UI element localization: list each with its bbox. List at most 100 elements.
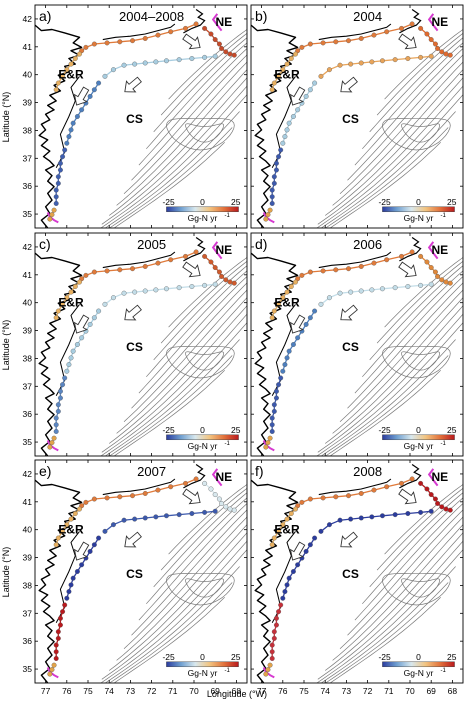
panel-year-f: 2008	[353, 464, 382, 479]
x-tick-label: 71	[384, 686, 394, 696]
flux-dot-er_coast	[288, 284, 294, 289]
panel-frame	[34, 4, 248, 229]
region-label-ne: NE	[431, 470, 448, 484]
panel-content-b: NE E&R CS	[251, 9, 463, 228]
y-tick-label: 41	[23, 497, 33, 507]
flux-dot-ne_shelf	[424, 259, 430, 265]
flux-dot-cs_north	[428, 508, 434, 514]
region-label-ne: NE	[215, 243, 232, 257]
panel-year-a: 2004–2008	[119, 9, 184, 24]
flux-dot-ne_coast	[142, 490, 148, 496]
flux-dot-ne_coast	[384, 484, 390, 490]
flux-dot-cs_north	[405, 284, 411, 289]
flux-dot-er_coast	[271, 80, 277, 86]
flux-dot-south_tip	[47, 671, 53, 677]
er-flux-arrow	[73, 541, 90, 561]
flux-dot-cs_north	[189, 511, 195, 516]
contour-line	[332, 69, 463, 206]
flux-dot-cs_north	[392, 57, 398, 63]
flux-dot-ne_coast	[168, 257, 174, 263]
y-tick-label: 35	[23, 209, 33, 219]
y-tick-label: 40	[23, 70, 33, 80]
flux-dot-cs_south	[62, 375, 68, 381]
flux-dot-ne_shelf	[432, 41, 438, 47]
contour-line	[316, 322, 463, 456]
y-tick-label: 40	[23, 298, 33, 308]
flux-dot-cs_south	[273, 395, 279, 401]
colorbar-unit: Gg-N yr	[188, 441, 218, 451]
flux-dot-er_coast	[77, 279, 82, 285]
flux-dot-ne_shelf	[223, 504, 229, 510]
flux-dot-er_coast	[284, 61, 290, 67]
region-label-cs: CS	[126, 340, 143, 354]
flux-dot-cs_south	[53, 655, 59, 661]
flux-dot-er_coast	[53, 542, 59, 548]
flux-dot-cs_north	[212, 281, 218, 287]
panel-content-f: NE E&R CS	[251, 464, 463, 683]
flux-dot-cs_mid	[64, 368, 70, 374]
flux-dot-cs_south	[269, 415, 275, 421]
contour-loop	[166, 346, 235, 379]
flux-dot-cs_south	[55, 635, 61, 641]
flux-dot-cs_mid	[282, 134, 288, 140]
colorbar-unit-exponent: -1	[224, 441, 230, 447]
flux-dot-cs_south	[53, 187, 59, 193]
contour-line	[146, 497, 247, 605]
flux-dot-cs_south	[60, 382, 66, 388]
flux-dot-ne_shelf	[418, 480, 424, 486]
contour-line	[168, 257, 247, 328]
flux-dot-cs_mid	[87, 548, 93, 554]
y-tick-label: 36	[23, 181, 33, 191]
flux-dot-er_coast	[53, 315, 59, 321]
flux-dot-ne_shelf	[435, 274, 441, 279]
flux-dot-ne_coast	[320, 40, 326, 46]
colorbar-tick-zero: 0	[416, 425, 421, 435]
colorbar	[382, 206, 455, 213]
contour-loop	[185, 123, 225, 143]
flux-dot-cs_north	[369, 59, 375, 65]
contour-line	[113, 369, 225, 456]
flux-dot-er_coast	[77, 51, 82, 57]
flux-dot-ne_shelf	[231, 280, 237, 286]
flux-dot-south_tip	[263, 671, 269, 677]
colorbar-unit: Gg-N yr	[404, 213, 434, 223]
contour-line	[146, 270, 247, 378]
flux-dot-south_tip	[265, 212, 271, 218]
panel-frame	[34, 459, 248, 684]
flux-dot-cs_mid	[68, 355, 74, 361]
flux-dot-cs_north	[337, 290, 343, 296]
contour-line	[116, 524, 247, 661]
flux-dot-cs_mid	[64, 595, 70, 601]
contour-line	[123, 289, 247, 422]
x-tick-label: 68	[448, 686, 458, 696]
flux-dot-er_coast	[280, 522, 286, 528]
contour-line	[123, 61, 247, 194]
x-tick-label: 70	[189, 686, 199, 696]
flux-dot-cs_mid	[68, 582, 74, 588]
flux-dot-south_tip	[265, 440, 271, 446]
contour-line	[160, 32, 247, 116]
cs-flux-arrow	[340, 76, 358, 93]
flux-dot-cs_mid	[66, 134, 72, 140]
colorbar-unit-exponent: -1	[440, 668, 446, 674]
x-tick-label: 72	[147, 686, 157, 696]
y-tick-label: 40	[23, 525, 33, 535]
cs-flux-arrow	[340, 531, 358, 548]
cs-flux-arrow	[124, 304, 142, 321]
flux-dot-ne_coast	[83, 499, 89, 505]
flux-dot-ne_coast	[155, 260, 161, 266]
panel-content-d: NE E&R CS	[251, 237, 463, 456]
colorbar-tick-min: -25	[378, 197, 391, 207]
long-island-shoreline	[318, 251, 392, 269]
ne-flux-arrow	[182, 261, 201, 278]
y-tick-label: 41	[23, 270, 33, 280]
region-label-cs: CS	[126, 112, 143, 126]
flux-dot-cs_north	[428, 281, 434, 287]
y-tick-label: 38	[23, 580, 33, 590]
contour-line	[325, 355, 449, 456]
x-tick-label: 74	[104, 686, 114, 696]
y-tick-label: 37	[23, 153, 33, 163]
colorbar	[166, 206, 239, 213]
shelf-break-north	[427, 13, 439, 32]
flux-dot-cs_south	[273, 167, 279, 173]
